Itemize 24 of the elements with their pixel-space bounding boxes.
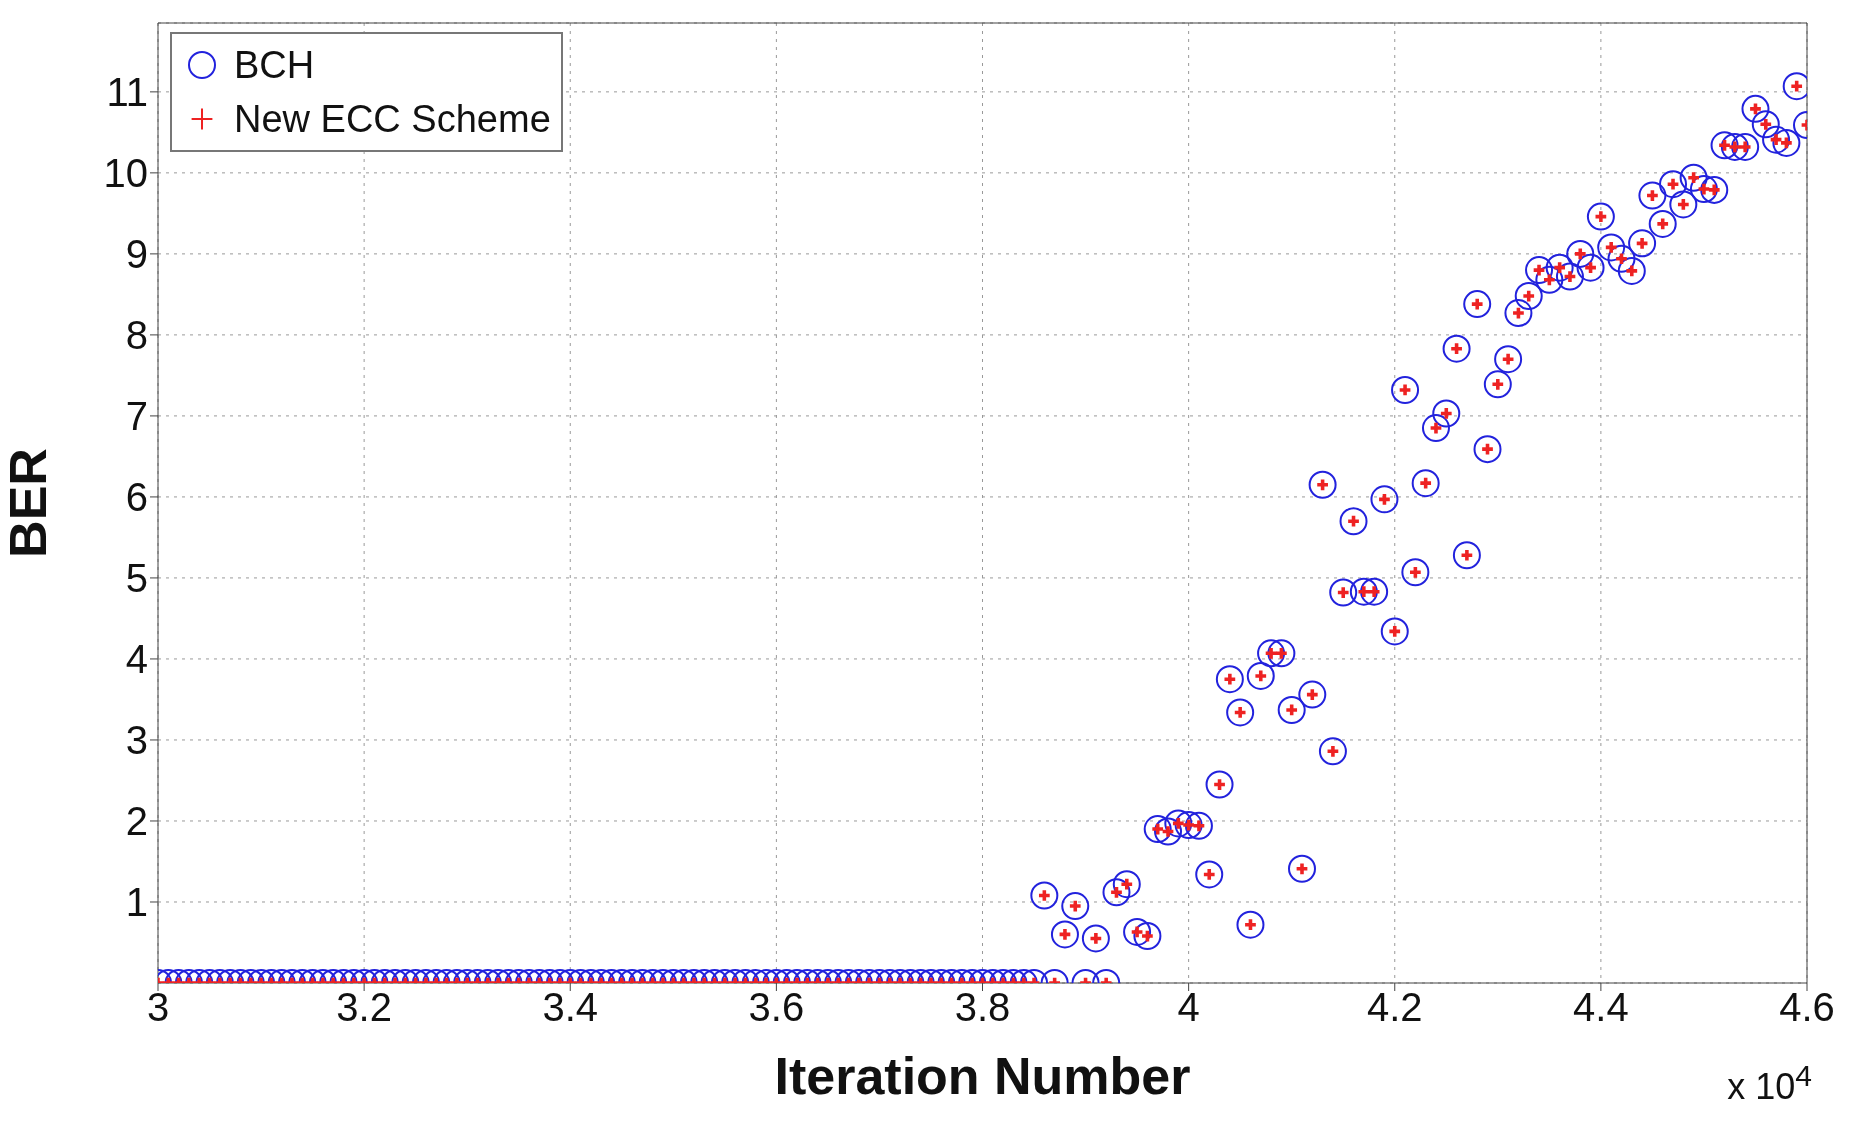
- y-tick-label: 5: [125, 556, 148, 601]
- y-tick-label: 11: [106, 70, 148, 115]
- legend-label: BCH: [234, 43, 315, 88]
- x-tick-label: 3.2: [336, 985, 392, 1030]
- x-tick-label: 3.4: [542, 985, 599, 1030]
- y-tick-label: 9: [125, 232, 148, 277]
- y-tick-label: 2: [125, 799, 148, 844]
- legend-label: New ECC Scheme: [234, 97, 551, 142]
- y-tick-label: 4: [125, 637, 148, 682]
- x-tick-label: 4.2: [1366, 985, 1423, 1030]
- y-tick-label: 1: [125, 880, 148, 925]
- text: x 10$^{4}$: [1727, 1059, 1812, 1108]
- y-tick-label: 3: [125, 718, 148, 763]
- x-tick-label: 4: [1177, 985, 1200, 1030]
- y-axis-title: BER: [0, 448, 58, 558]
- y-tick-label: 8: [125, 313, 148, 358]
- x-axis-title: Iteration Number: [774, 1047, 1191, 1105]
- y-tick-label: 6: [125, 475, 148, 520]
- y-tick-label: 7: [125, 394, 148, 439]
- x-tick-label: 4.4: [1573, 985, 1629, 1030]
- x-tick-label: 4.6: [1779, 985, 1835, 1030]
- x-tick-label: 3.6: [748, 985, 805, 1030]
- x-tick-label: 3.8: [954, 985, 1011, 1030]
- y-tick-label: 10: [103, 151, 148, 196]
